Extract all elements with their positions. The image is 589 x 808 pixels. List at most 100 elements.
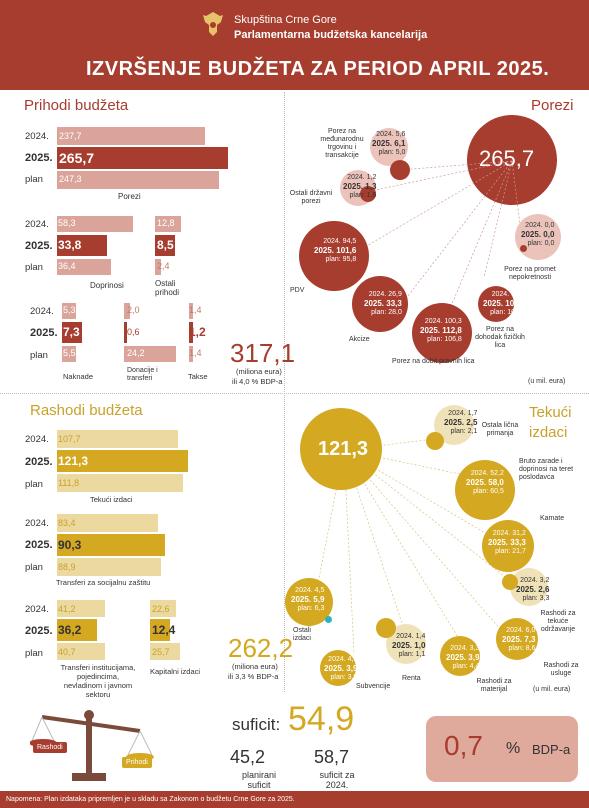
naknade-value-2025: 7,3 — [63, 325, 80, 339]
ostali-value-2024: 12,8 — [157, 218, 175, 228]
revenue-gdp: ili 4,0 % BDP-a — [232, 377, 283, 386]
row-label-plan: plan — [25, 648, 43, 659]
doprinosi-label: Doprinosi — [90, 281, 124, 290]
porez-medjunarodna-circle — [370, 128, 408, 166]
expense-unit: (miliona eura) — [232, 662, 278, 671]
doprinosi-value-2025: 33,8 — [58, 238, 82, 252]
odrzavanje-values: 2024. 3,2 2025. 2,6 plan: 3,3 — [516, 577, 550, 602]
naknade-value-2024: 5,3 — [63, 305, 76, 315]
porezi-total-circle — [467, 115, 557, 205]
expense-title: Rashodi budžeta — [30, 402, 143, 419]
odrzavanje-dot — [502, 574, 518, 590]
row-label-2025: 2025. — [25, 625, 53, 637]
gdp-box — [426, 716, 578, 782]
tekuci-bar-plan — [57, 474, 183, 492]
ostali-value-2025: 8,5 — [157, 238, 174, 252]
gdp-label: BDP-a — [532, 742, 571, 757]
kamate-circle — [482, 520, 534, 572]
prev-suficit-label: suficit za 2024. — [319, 770, 355, 790]
tekuci-unit: (u mil. eura) — [533, 686, 571, 693]
expense-total: 262,2 — [228, 633, 294, 663]
porez-dohodak-values: 2024. 9,1 2025. 10,6 plan: 10,1 — [483, 291, 521, 316]
row-label-2025: 2025. — [25, 539, 53, 551]
bruto-zarade-circle — [455, 460, 515, 520]
kamate-values: 2024. 31,2 2025. 33,3 plan: 21,7 — [488, 530, 526, 555]
naknade-bar-2025 — [62, 322, 82, 343]
ostali-porezi-values: 2024. 1,2 2025. 1,3 plan: 1,6 — [343, 174, 377, 199]
usluge-circle — [496, 618, 538, 660]
porezi-bar-2024 — [57, 127, 205, 145]
porez-promet-circle — [515, 214, 561, 260]
institucije-value-2025: 36,2 — [58, 623, 82, 637]
revenue-title: Prihodi budžeta — [24, 97, 129, 114]
donacije-value-plan: 24,2 — [127, 348, 145, 358]
tekuci-label: Tekući izdaci — [90, 495, 133, 504]
renta-dot — [376, 618, 396, 638]
kapitalni-bar-2024 — [150, 600, 176, 617]
naknade-label: Naknade — [63, 372, 94, 381]
ostali-label: Ostali prihodi — [155, 279, 180, 297]
doprinosi-value-2024: 58,3 — [58, 218, 76, 228]
tekuci-total: 121,3 — [318, 438, 369, 460]
tekuci-bar-2024 — [57, 430, 178, 448]
ostali-izdaci-label: Ostali izdaci — [293, 627, 311, 642]
row-label-2024: 2024. — [25, 219, 49, 230]
naknade-bar-plan — [62, 346, 76, 362]
row-label-plan: plan — [25, 479, 43, 490]
porez-dohodak-circle — [478, 286, 514, 322]
pdv-label: PDV — [290, 287, 305, 294]
row-label-2024: 2024. — [25, 434, 49, 445]
porezi-connectors — [338, 160, 523, 331]
donacije-bar-plan — [124, 346, 176, 362]
porez-dobit-label: Porez na dobit pravnih lica — [392, 358, 475, 365]
porezi-bar-2025 — [57, 147, 228, 169]
renta-values: 2024. 1,4 2025. 1,0 plan: 1,1 — [392, 633, 426, 658]
porez-dobit-values: 2024. 100,3 2025. 112,8 plan: 106,8 — [420, 318, 462, 343]
takse-label: Takse — [188, 372, 208, 381]
row-label-2024: 2024. — [25, 131, 49, 142]
ostala-licna-values: 2024. 1,7 2025. 2,5 plan: 2,1 — [444, 410, 478, 435]
gdp-percent: % — [506, 740, 521, 757]
porezi-value-plan: 247,3 — [59, 174, 82, 184]
transferi-bar-plan — [57, 558, 161, 576]
kapitalni-bar-plan — [150, 643, 180, 660]
scale-label-rashodi: Rashodi — [33, 742, 67, 753]
usluge-label: Rashodi za usluge — [543, 662, 579, 677]
institucije-value-2024: 41,2 — [58, 604, 76, 614]
takse-value-2024: 1,4 — [189, 305, 202, 315]
divider-vertical — [284, 92, 285, 692]
org-subname: Parlamentarna budžetska kancelarija — [234, 29, 428, 41]
ostali-porezi-label: Ostali državni porezi — [289, 190, 333, 205]
tekuci-value-2024: 107,7 — [58, 434, 81, 444]
institucije-label: Transferi institucijama, pojedincima, ne… — [60, 663, 136, 699]
materijal-values: 2024. 3,3 2025. 3,9 plan: 4,4 — [446, 645, 480, 670]
row-label-2025: 2025. — [25, 240, 53, 252]
row-label-plan: plan — [30, 350, 48, 361]
row-label-plan: plan — [25, 262, 43, 273]
footer-note: Napomena: Plan izdataka pripremljen je u… — [0, 791, 589, 808]
porez-medjunarodna-dot — [390, 160, 410, 180]
takse-bar-plan — [189, 346, 193, 362]
pdv-circle — [299, 221, 369, 291]
ostali-porezi-dot — [360, 186, 376, 202]
bruto-zarade-values: 2024. 52,2 2025. 58,0 plan: 60,5 — [466, 470, 504, 495]
tekuci-title: Tekući izdaci — [529, 404, 572, 441]
transferi-bar-2024 — [57, 514, 158, 532]
subvencije-circle — [320, 650, 356, 686]
porezi-bar-plan — [57, 171, 219, 189]
ostali-bar-plan — [155, 259, 161, 275]
naknade-bar-2024 — [62, 303, 76, 319]
transferi-value-2025: 90,3 — [58, 538, 82, 552]
row-label-2025: 2025. — [30, 327, 58, 339]
ostala-licna-dot — [426, 432, 444, 450]
transferi-value-plan: 88,9 — [58, 562, 76, 572]
tekuci-bar-2025 — [57, 450, 188, 472]
ostali-bar-2025 — [155, 235, 175, 256]
row-label-2024: 2024. — [30, 306, 54, 317]
porezi-unit: (u mil. eura) — [528, 378, 566, 385]
renta-label: Renta — [402, 675, 421, 682]
porezi-total: 265,7 — [479, 146, 535, 171]
row-label-2024: 2024. — [25, 518, 49, 529]
porez-medjunarodna-label: Porez na međunarodnu trgovinu i transakc… — [320, 128, 364, 159]
transferi-label: Transferi za socijalnu zaštitu — [56, 578, 151, 587]
